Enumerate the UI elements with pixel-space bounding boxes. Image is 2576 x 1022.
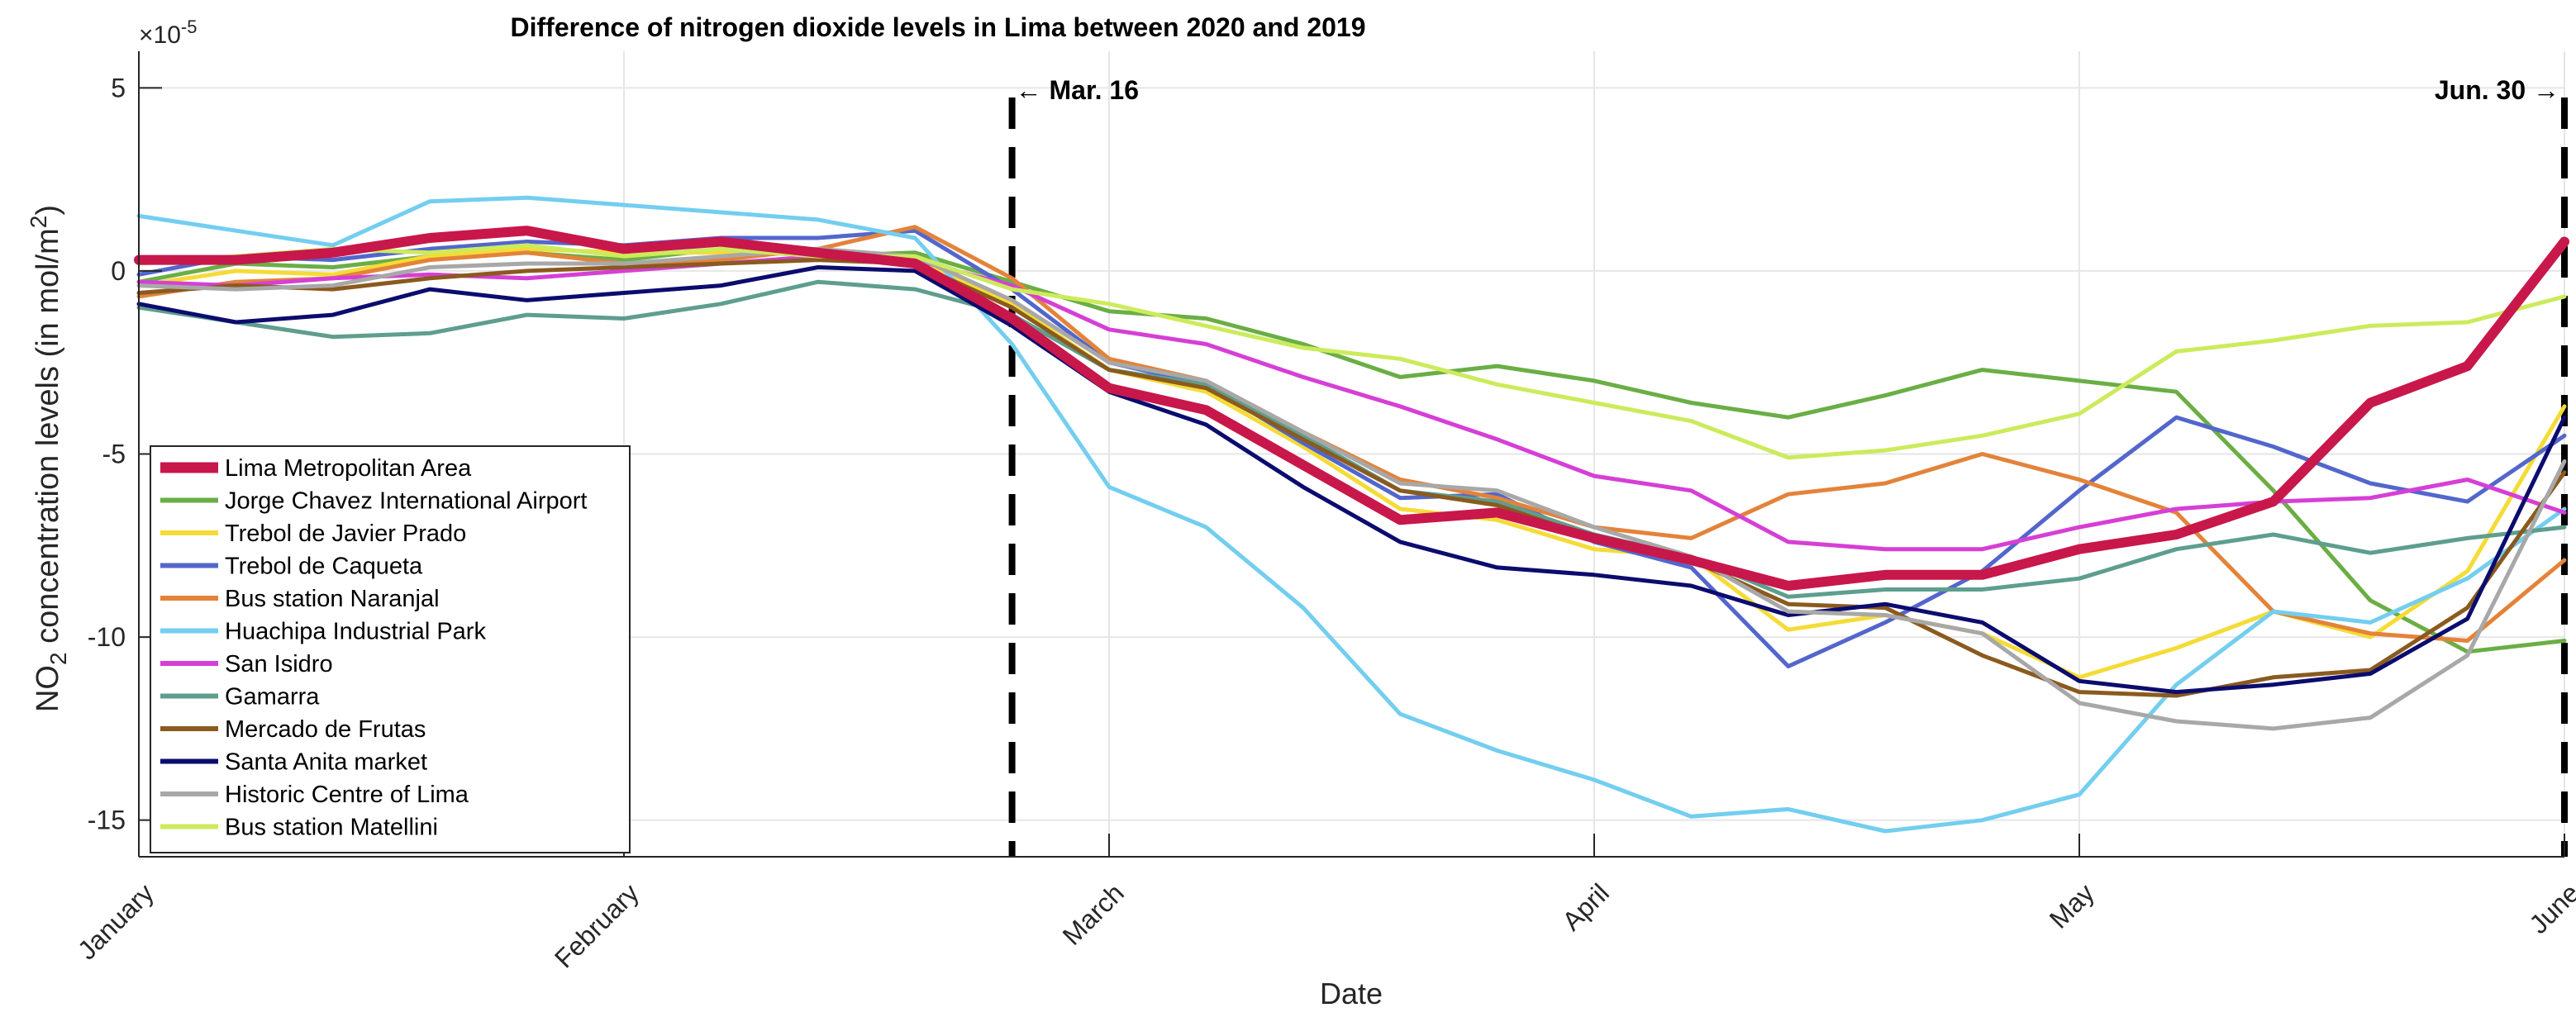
y-tick-label-0: 5 xyxy=(111,73,126,102)
legend-label-1: Jorge Chavez International Airport xyxy=(225,488,587,515)
legend-label-3: Trebol de Caqueta xyxy=(225,554,423,580)
legend-label-10: Historic Centre of Lima xyxy=(225,782,469,808)
series-line-0 xyxy=(134,226,2569,591)
legend-box xyxy=(150,445,631,853)
y-label-sup: 2 xyxy=(26,216,51,229)
y-exponent-base: ×10 xyxy=(139,21,181,49)
x-tick-label-5: June xyxy=(2523,877,2576,939)
series-line-6 xyxy=(136,254,2567,552)
date-markers: ← Mar. 16 Jun. 30 → xyxy=(1008,75,2568,857)
x-tick-labels: January February March April May June xyxy=(72,877,2576,973)
series-line-2 xyxy=(136,246,2567,680)
y-label-main: NO xyxy=(31,665,65,712)
x-tick-label-2: March xyxy=(1057,877,1130,950)
legend-label-4: Bus station Naranjal xyxy=(225,586,440,612)
y-label-sub: 2 xyxy=(45,652,71,665)
x-tick-label-1: February xyxy=(549,877,645,973)
series-line-3 xyxy=(136,228,2567,668)
series-line-10 xyxy=(136,246,2567,731)
y-tick-label-3: -10 xyxy=(88,622,126,652)
y-axis-label: NO2 concentration levels (in mol/m2) xyxy=(26,205,71,712)
legend-label-8: Mercado de Frutas xyxy=(225,716,426,743)
series-line-9 xyxy=(136,265,2567,695)
series-line-8 xyxy=(136,258,2567,698)
marker-label-1: Jun. 30 → xyxy=(2435,75,2559,105)
legend-label-5: Huachipa Industrial Park xyxy=(225,619,486,645)
legend-label-0: Lima Metropolitan Area xyxy=(225,455,472,482)
series-line-11 xyxy=(136,243,2567,460)
legend-label-2: Trebol de Javier Prado xyxy=(225,521,466,547)
series-lines xyxy=(134,195,2569,834)
y-tick-label-1: 0 xyxy=(111,256,126,286)
x-axis-label: Date xyxy=(1320,977,1383,1010)
y-label-rest: concentration levels (in mol/m xyxy=(31,228,65,652)
y-exponent-power: -5 xyxy=(181,17,198,37)
x-tick-label-3: April xyxy=(1556,877,1615,936)
legend-label-9: Santa Anita market xyxy=(225,749,427,776)
x-tick-label-4: May xyxy=(2044,877,2100,934)
chart-title: Difference of nitrogen dioxide levels in… xyxy=(511,12,1366,42)
legend-label-6: San Isidro xyxy=(225,651,333,677)
legend: Lima Metropolitan Area Jorge Chavez Inter… xyxy=(150,445,631,853)
axes xyxy=(138,51,2565,858)
y-axis-exponent: ×10-5 xyxy=(139,17,197,49)
y-tick-label-4: -15 xyxy=(88,806,126,835)
marker-label-0: ← Mar. 16 xyxy=(1016,75,1139,105)
svg-text:×10-5: ×10-5 xyxy=(139,17,197,49)
legend-label-7: Gamarra xyxy=(225,684,320,711)
series-line-5 xyxy=(136,195,2567,834)
legend-label-11: Bus station Matellini xyxy=(225,815,438,841)
y-tick-label-2: -5 xyxy=(102,440,126,469)
y-label-end: ) xyxy=(31,205,65,216)
x-tick-label-0: January xyxy=(72,877,160,965)
y-tick-labels: 5 0 -5 -10 -15 xyxy=(88,73,126,834)
